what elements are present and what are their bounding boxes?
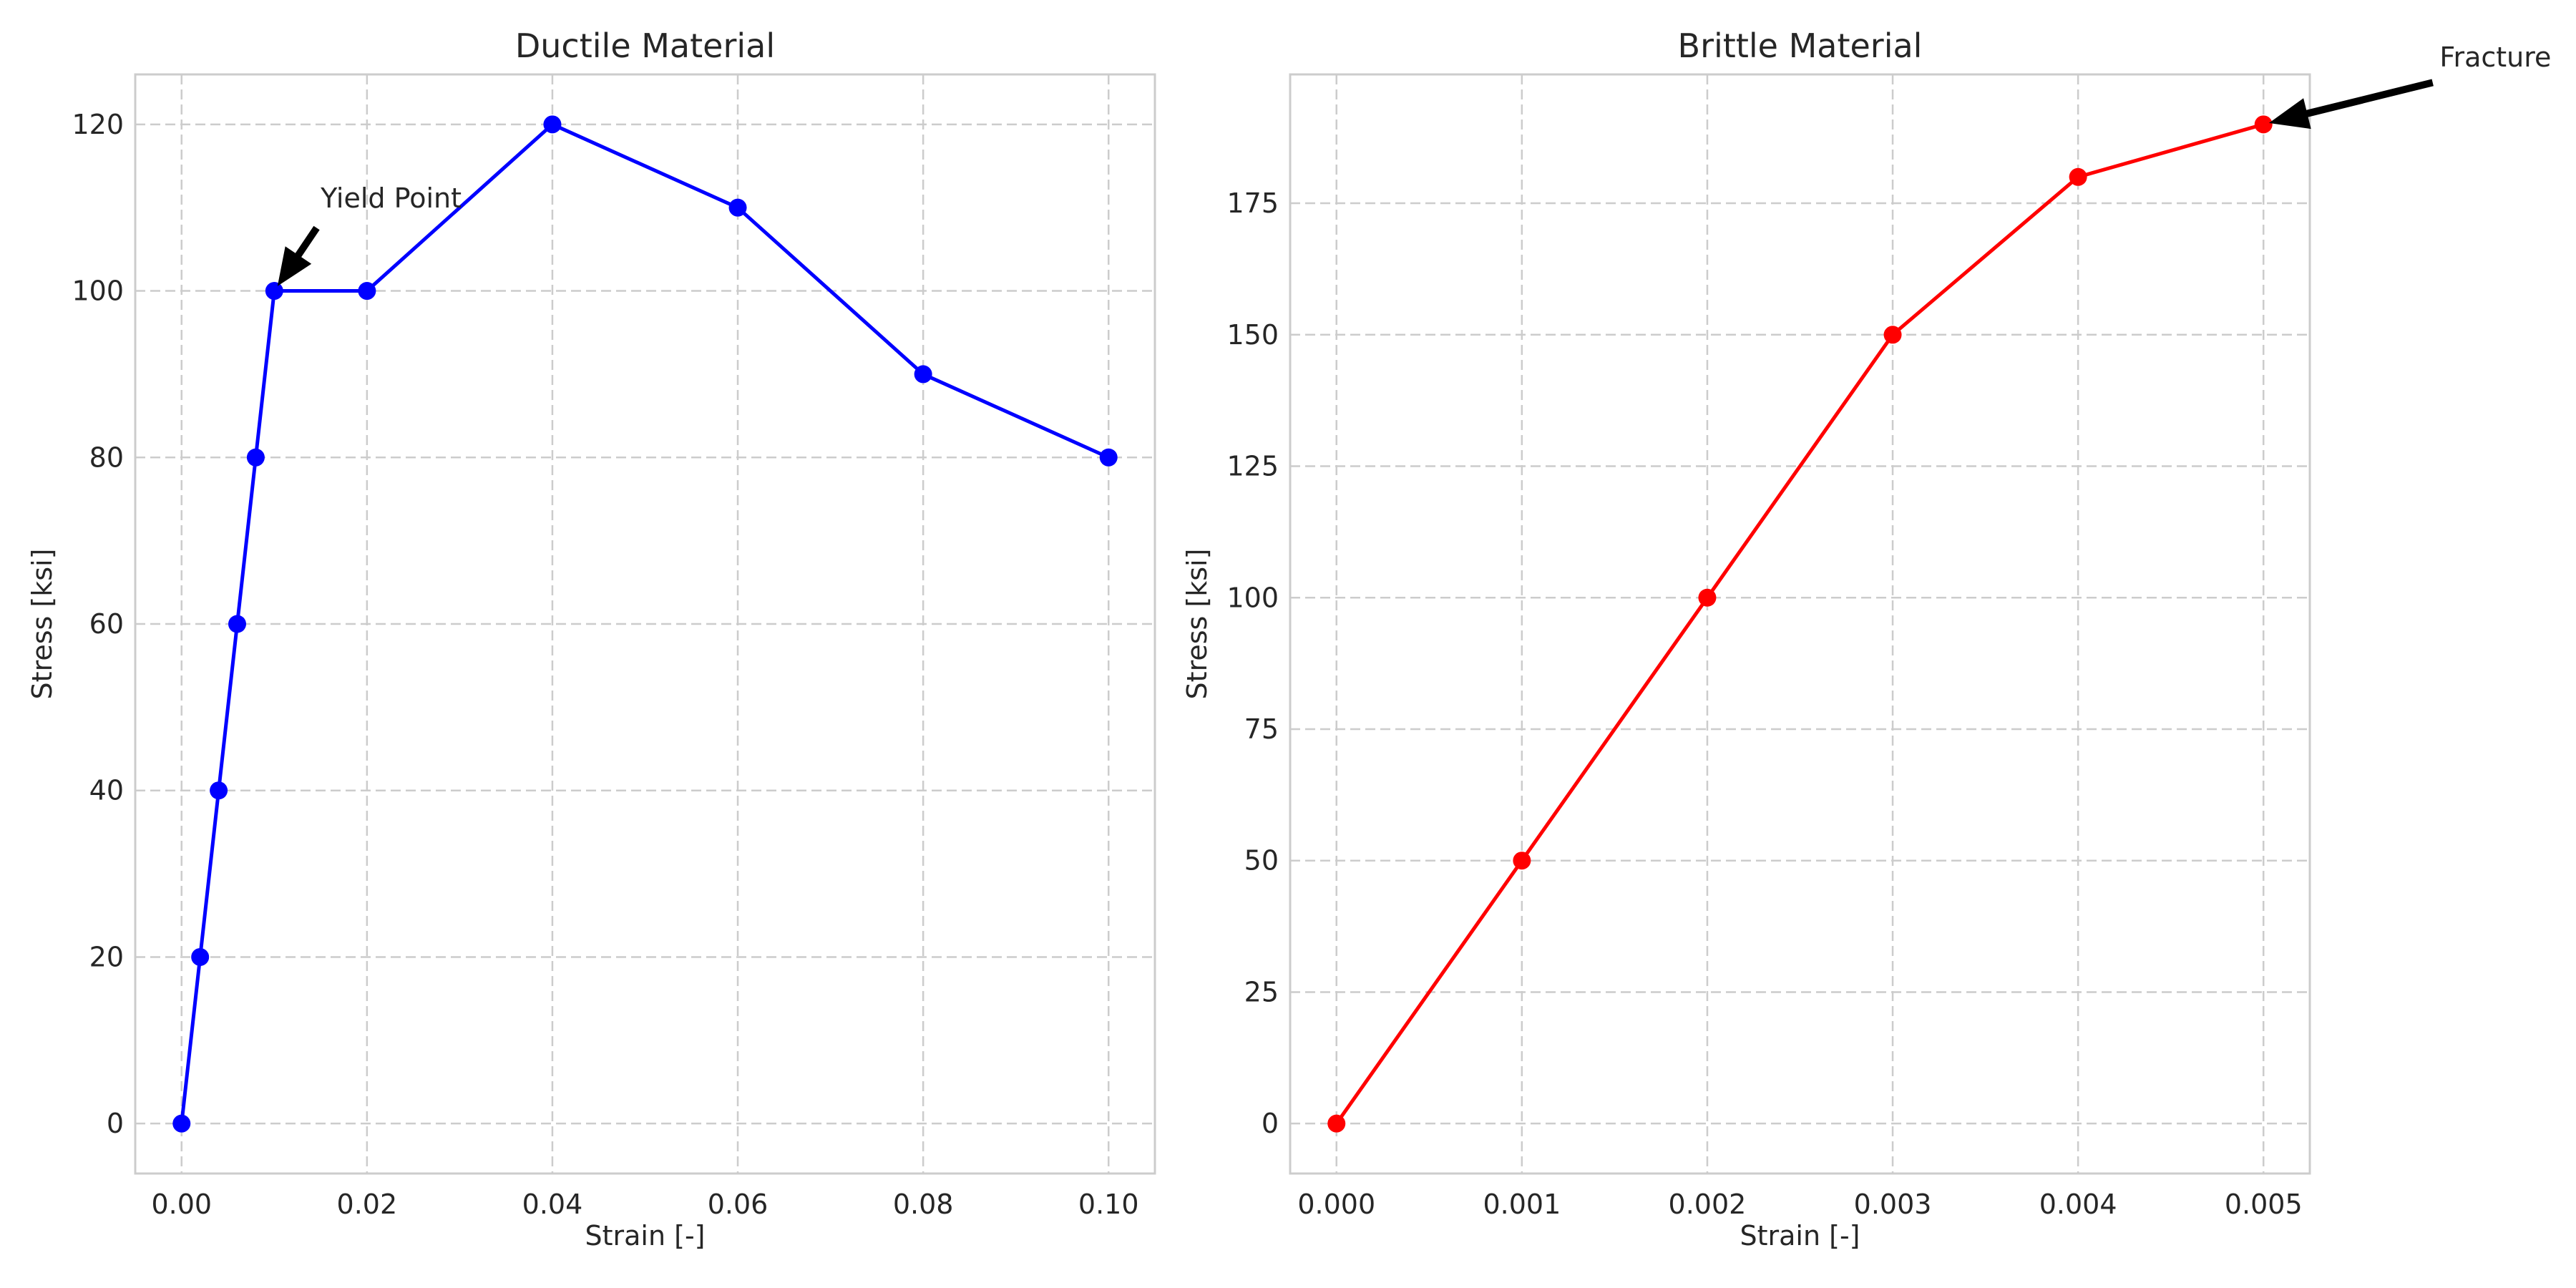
- y-tick-label: 100: [1226, 582, 1279, 613]
- y-tick-label: 120: [72, 109, 124, 140]
- brittle-material-chart: 0.000 0.001 0.002 0.003 0.004 0.005 0 25 50 75 100…: [1181, 26, 2551, 1252]
- y-tick-label: 150: [1226, 319, 1279, 351]
- annotation-label: Fracture: [2439, 42, 2551, 73]
- ductile-material-chart: 0.00 0.02 0.04 0.06 0.08 0.10 0 20 40 60 80 100 120 D…: [26, 26, 1156, 1252]
- data-point: [191, 947, 210, 966]
- annotation-arrow: [2269, 79, 2434, 130]
- x-tick-label: 0.04: [522, 1189, 583, 1220]
- y-tick-label: 20: [89, 941, 124, 972]
- data-point: [228, 615, 246, 633]
- y-tick-label: 175: [1226, 187, 1279, 219]
- chart-title: Ductile Material: [515, 26, 775, 65]
- y-tick-label: 40: [89, 775, 124, 806]
- x-tick-label: 0.00: [151, 1189, 212, 1220]
- axes-frame: [134, 73, 1156, 1175]
- chart-title: Brittle Material: [1678, 26, 1923, 65]
- axes-frame: [1289, 73, 2311, 1175]
- y-axis-label: Stress [ksi]: [1181, 549, 1213, 700]
- data-point: [1099, 448, 1118, 467]
- x-tick-label: 0.001: [1483, 1189, 1561, 1220]
- x-tick-label: 0.02: [337, 1189, 398, 1220]
- x-axis-label: Strain [-]: [1740, 1220, 1860, 1252]
- data-point: [914, 365, 932, 384]
- data-point: [1698, 588, 1717, 607]
- x-tick-label: 0.004: [2039, 1189, 2117, 1220]
- y-tick-label: 60: [89, 608, 124, 640]
- x-tick-label: 0.005: [2225, 1189, 2303, 1220]
- series-line: [1335, 122, 2264, 1125]
- data-point: [172, 1114, 191, 1133]
- x-axis-label: Strain [-]: [585, 1220, 705, 1252]
- data-point: [1513, 852, 1531, 870]
- data-point: [1327, 1114, 1346, 1133]
- data-point: [265, 282, 283, 301]
- x-tick-label: 0.08: [893, 1189, 954, 1220]
- data-point: [358, 282, 376, 301]
- data-point: [543, 115, 562, 134]
- y-tick-label: 50: [1244, 845, 1279, 877]
- data-point: [210, 781, 228, 800]
- y-tick-label: 0: [107, 1108, 124, 1139]
- x-tick-label: 0.06: [708, 1189, 769, 1220]
- data-point: [728, 198, 747, 217]
- data-point: [246, 448, 265, 467]
- data-point: [2069, 167, 2087, 186]
- annotation-label: Yield Point: [320, 182, 462, 214]
- y-tick-label: 80: [89, 441, 124, 473]
- x-tick-label: 0.002: [1669, 1189, 1747, 1220]
- y-tick-label: 125: [1226, 451, 1279, 482]
- x-tick-label: 0.003: [1854, 1189, 1932, 1220]
- annotation-arrow: [277, 225, 320, 286]
- y-tick-label: 0: [1262, 1108, 1279, 1139]
- y-tick-label: 25: [1244, 976, 1279, 1008]
- y-tick-label: 100: [72, 275, 124, 307]
- y-tick-label: 75: [1244, 713, 1279, 745]
- y-axis-label: Stress [ksi]: [26, 549, 58, 700]
- data-point: [2254, 115, 2273, 134]
- data-point: [1883, 326, 1902, 344]
- x-tick-label: 0.000: [1297, 1189, 1375, 1220]
- x-tick-label: 0.10: [1078, 1189, 1139, 1220]
